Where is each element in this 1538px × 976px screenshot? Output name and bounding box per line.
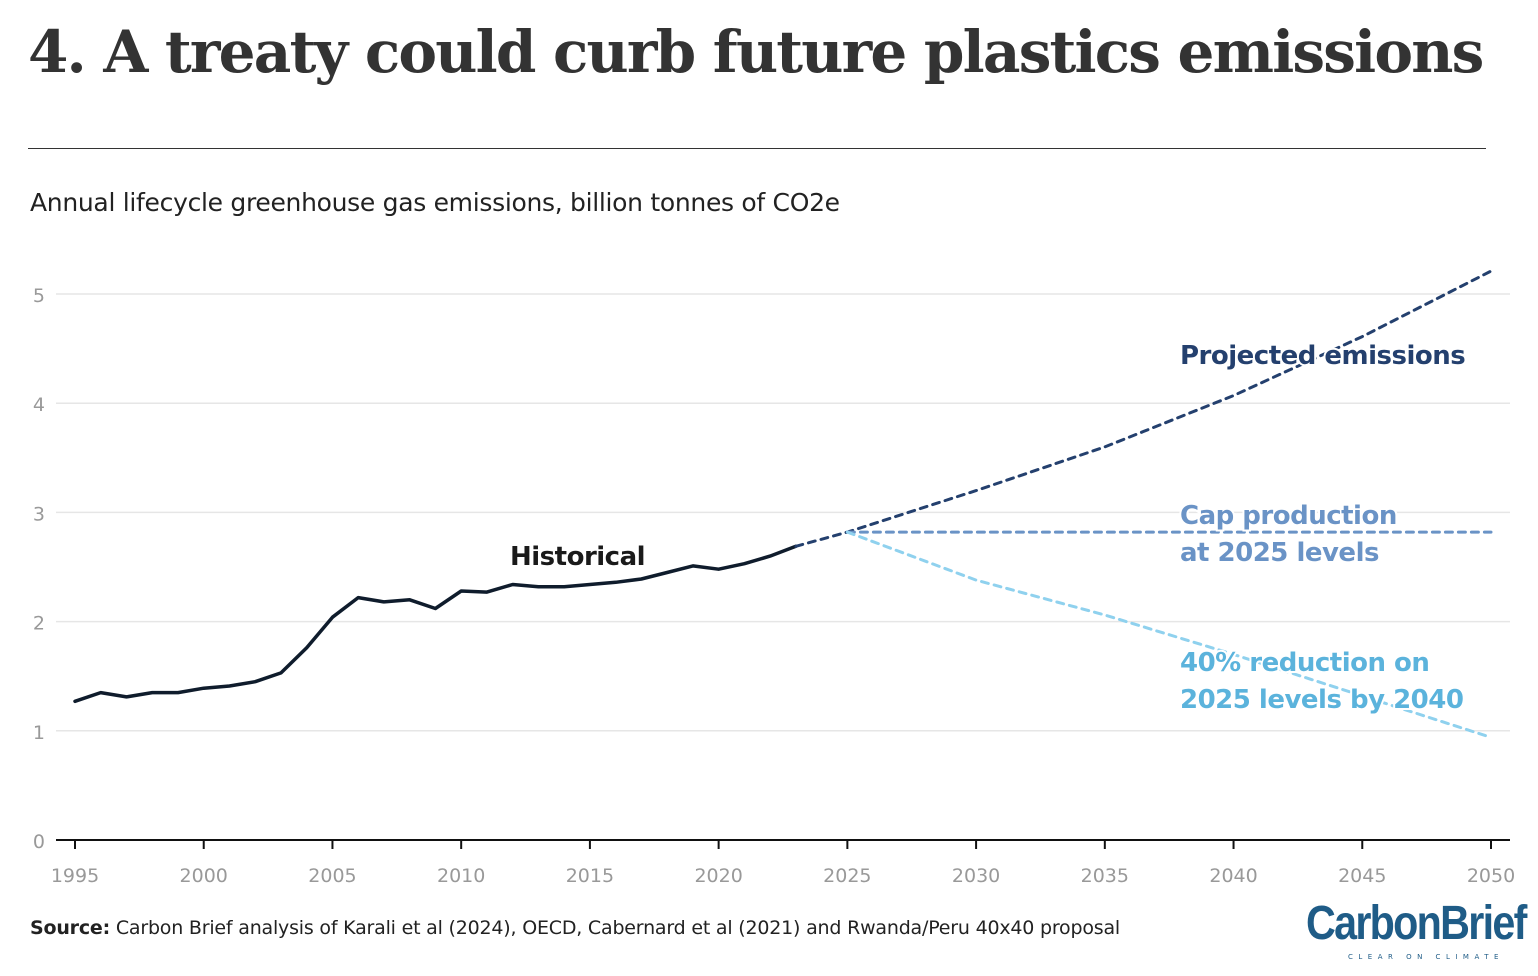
- x-tick-label: 2050: [1467, 865, 1515, 887]
- y-tick-label: 0: [33, 831, 45, 853]
- chart-title: 4. A treaty could curb future plastics e…: [28, 18, 1484, 86]
- y-tick-label: 2: [33, 613, 45, 635]
- annotation-label: 40% reduction on: [1180, 648, 1429, 678]
- x-axis: 1995 2000 2005 2010 2015 2020 2025 2030 2035 2040…: [51, 839, 1515, 887]
- annotation-label: at 2025 levels: [1180, 538, 1379, 568]
- x-tick-label: 2000: [180, 865, 228, 887]
- logo-wordmark: CarbonBrief: [1306, 897, 1527, 950]
- annotation-label: Cap production: [1180, 501, 1397, 531]
- y-tick-label: 4: [33, 394, 45, 416]
- carbonbrief-logo: CarbonBrief CLEAR ON CLIMATE: [1306, 896, 1527, 966]
- source-text: Carbon Brief analysis of Karali et al (2…: [109, 917, 1120, 939]
- series-line-3: [845, 530, 1493, 739]
- x-tick-label: 2035: [1081, 865, 1129, 887]
- annotation-label: Projected emissions: [1180, 341, 1465, 371]
- y-tick-label: 1: [33, 722, 45, 744]
- source-label: Source:: [30, 917, 110, 939]
- x-tick-label: 2025: [823, 865, 871, 887]
- chart-subtitle: Annual lifecycle greenhouse gas emission…: [30, 188, 840, 217]
- series-line-0: [73, 544, 798, 704]
- x-tick-label: 2040: [1209, 865, 1257, 887]
- series-lines: [73, 269, 1493, 739]
- y-tick-label: 5: [33, 285, 45, 307]
- x-tick-label: 2030: [952, 865, 1000, 887]
- annotation-label: Historical: [510, 542, 645, 572]
- x-tick-label: 2010: [437, 865, 485, 887]
- x-tick-label: 2005: [308, 865, 356, 887]
- annotations: Historical Projected emissions Cap product…: [508, 339, 1468, 717]
- y-tick-label: 3: [33, 503, 45, 525]
- x-tick-label: 2015: [566, 865, 614, 887]
- title-divider: [28, 148, 1486, 149]
- logo-tagline: CLEAR ON CLIMATE: [1348, 953, 1504, 961]
- annotation-label: 2025 levels by 2040: [1180, 685, 1463, 715]
- grid-lines: [56, 293, 1510, 732]
- source-note: Source: Carbon Brief analysis of Karali …: [30, 917, 1120, 939]
- x-tick-label: 2020: [694, 865, 742, 887]
- y-axis-labels: 0 1 2 3 4 5: [33, 285, 45, 853]
- x-tick-label: 2045: [1338, 865, 1386, 887]
- x-tick-label: 1995: [51, 865, 99, 887]
